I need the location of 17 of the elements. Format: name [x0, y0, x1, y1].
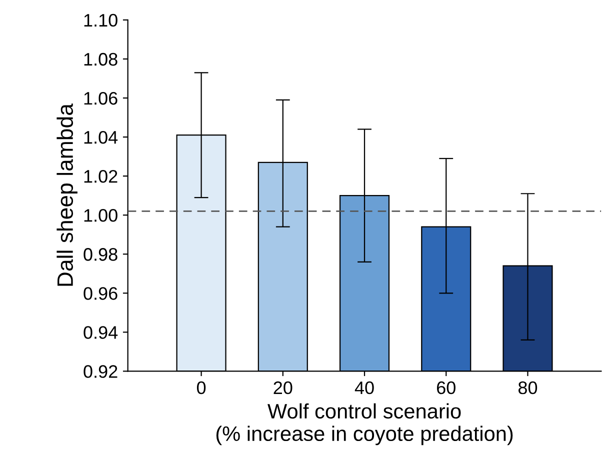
x-tick-label: 0 — [196, 381, 206, 394]
y-tick-label: 0.96 — [84, 287, 118, 300]
y-tick-label: 0.98 — [84, 248, 118, 261]
y-axis-title: Dall sheep lambda — [56, 104, 78, 286]
y-tick-label: 1.00 — [84, 209, 118, 222]
y-tick-label: 0.92 — [84, 365, 118, 378]
x-tick-label: 20 — [274, 381, 292, 394]
x-tick-label: 80 — [518, 381, 538, 394]
y-tick-label: 1.10 — [84, 14, 118, 27]
y-tick-label: 1.02 — [84, 170, 118, 183]
y-tick-label: 1.04 — [84, 130, 118, 144]
y-tick-label: 0.94 — [84, 326, 118, 339]
x-tick-label: 60 — [437, 381, 456, 394]
x-axis-title: Wolf control scenario (% increase in coyote predation) — [216, 403, 513, 446]
y-tick-label: 1.06 — [84, 92, 118, 105]
x-tick-label: 40 — [354, 381, 374, 394]
y-tick-label: 1.08 — [84, 52, 118, 66]
